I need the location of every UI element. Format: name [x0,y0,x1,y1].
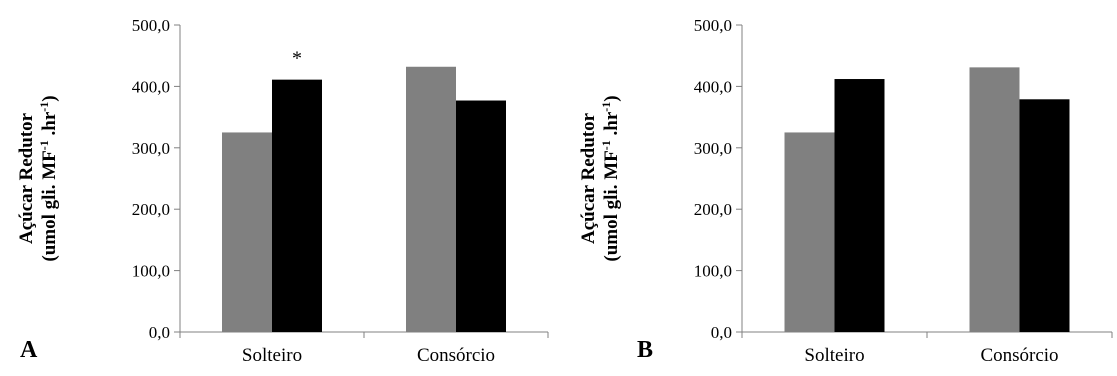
bar [222,132,272,332]
y-axis-label-superscript: -1 [37,102,51,112]
y-axis-label-superscript: -1 [37,140,51,150]
bar [784,132,835,332]
y-tick-label: 200,0 [694,200,732,219]
bar [834,79,885,332]
chart-panel-a: 0,0 100,0 200,0 300,0 400,0 500,0 Solteiro Cons… [16,16,549,366]
y-axis-label-line2: (umol gli. MF-1 .hr-1) [599,95,622,261]
x-category-label: Consórcio [417,345,495,366]
y-tick-label: 400,0 [694,77,732,96]
y-tick-label: 0,0 [149,323,170,342]
bar [456,100,506,332]
y-tick-label: 500,0 [132,16,170,35]
y-tick-label: 200,0 [132,200,170,219]
y-tick-label: 100,0 [132,262,170,281]
panel-label: A [20,337,38,363]
y-axis-label-superscript: -1 [599,102,613,112]
y-axis-label: Açúcar Redutor (umol gli. MF-1 .hr-1) [578,95,622,261]
y-tick-label: 0,0 [711,323,732,342]
y-axis-label-text: (umol gli. MF [39,150,60,261]
y-tick-label: 100,0 [694,262,732,281]
y-axis-label-text: (umol gli. MF [601,150,622,261]
bar [406,66,456,332]
y-tick-label: 400,0 [132,77,170,96]
y-axis-label-text: .hr [39,111,60,140]
y-axis-label-line2: (umol gli. MF-1 .hr-1) [37,95,60,261]
y-axis-label-text: ) [39,95,60,101]
y-tick-label: 500,0 [694,16,732,35]
y-axis-label-line1: Açúcar Redutor [578,112,599,244]
bar [1019,99,1070,332]
y-tick-label: 300,0 [132,139,170,158]
x-category-label: Solteiro [804,345,864,366]
y-axis-label-superscript: -1 [599,140,613,150]
y-axis-label-text: .hr [601,111,622,140]
chart-panel-b: 0,0 100,0 200,0 300,0 400,0 500,0 Solteiro Cons… [578,16,1113,366]
x-category-label: Solteiro [242,345,302,366]
significance-asterisk: * [292,48,302,70]
x-category-label: Consórcio [980,345,1058,366]
panel-label: B [637,337,653,363]
y-axis-label-text: ) [601,95,622,101]
bar [969,67,1020,332]
y-axis-label-line1: Açúcar Redutor [16,112,37,244]
y-axis-label: Açúcar Redutor (umol gli. MF-1 .hr-1) [16,95,60,261]
y-tick-label: 300,0 [694,139,732,158]
bar [272,79,322,333]
